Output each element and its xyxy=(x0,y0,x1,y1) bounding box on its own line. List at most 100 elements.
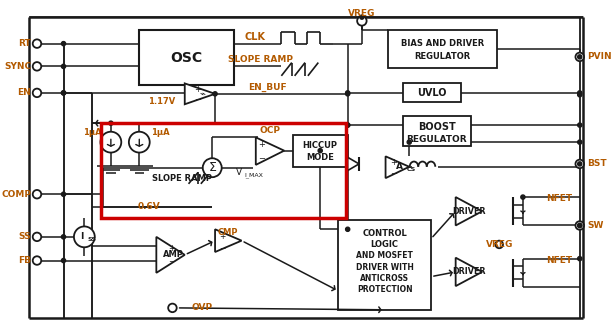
Text: +: + xyxy=(258,141,265,150)
Circle shape xyxy=(360,15,364,19)
Text: RT: RT xyxy=(18,39,31,48)
Circle shape xyxy=(578,123,582,127)
Text: −: − xyxy=(220,244,226,253)
Circle shape xyxy=(578,162,582,166)
Text: VREG: VREG xyxy=(348,9,376,18)
Text: 0.6V: 0.6V xyxy=(137,202,160,211)
Text: DRIVER: DRIVER xyxy=(452,268,486,277)
Circle shape xyxy=(32,232,41,241)
Text: AMP: AMP xyxy=(163,250,184,260)
Text: +: + xyxy=(195,85,201,94)
Circle shape xyxy=(203,158,222,177)
Circle shape xyxy=(61,91,65,95)
Text: REGULATOR: REGULATOR xyxy=(414,52,471,61)
Circle shape xyxy=(496,240,503,248)
Text: DRIVER WITH: DRIVER WITH xyxy=(356,263,414,272)
Text: I_MAX: I_MAX xyxy=(244,172,263,178)
Bar xyxy=(403,116,471,146)
Circle shape xyxy=(346,123,349,127)
Circle shape xyxy=(521,195,525,199)
Text: MODE: MODE xyxy=(306,153,334,162)
Text: OVP: OVP xyxy=(192,303,212,312)
Text: SLOPE RAMP: SLOPE RAMP xyxy=(152,174,212,183)
Text: −: − xyxy=(195,95,201,104)
Circle shape xyxy=(32,190,41,198)
Circle shape xyxy=(32,256,41,265)
Text: LOGIC: LOGIC xyxy=(371,240,398,249)
Text: −: − xyxy=(168,257,175,266)
Circle shape xyxy=(578,91,582,95)
Bar xyxy=(140,30,234,85)
Circle shape xyxy=(32,89,41,97)
Text: SLOPE RAMP: SLOPE RAMP xyxy=(228,55,293,64)
Text: A: A xyxy=(396,162,403,171)
Text: SS: SS xyxy=(19,232,31,241)
Bar xyxy=(293,135,348,167)
Circle shape xyxy=(318,149,323,153)
Text: EN: EN xyxy=(18,89,31,98)
Text: PROTECTION: PROTECTION xyxy=(357,285,412,294)
Text: +: + xyxy=(390,158,397,167)
Circle shape xyxy=(575,160,584,168)
Text: I: I xyxy=(80,232,83,241)
Circle shape xyxy=(357,16,367,26)
Circle shape xyxy=(100,132,121,153)
Circle shape xyxy=(578,257,582,261)
Text: UVLO: UVLO xyxy=(417,88,447,98)
Text: BOOST: BOOST xyxy=(418,122,455,132)
Circle shape xyxy=(74,226,95,247)
Circle shape xyxy=(578,223,582,227)
Text: OSC: OSC xyxy=(171,51,203,65)
Circle shape xyxy=(575,221,584,230)
Text: −: − xyxy=(258,154,265,163)
Circle shape xyxy=(213,92,217,96)
Text: REGULATOR: REGULATOR xyxy=(406,135,467,144)
Circle shape xyxy=(346,227,349,231)
Bar xyxy=(338,220,431,310)
Bar xyxy=(403,84,461,102)
Text: ⌁: ⌁ xyxy=(200,89,206,99)
Polygon shape xyxy=(185,84,215,104)
Text: BIAS AND DRIVER: BIAS AND DRIVER xyxy=(401,39,484,48)
Text: VREG: VREG xyxy=(485,240,513,249)
Circle shape xyxy=(32,62,41,70)
Text: V: V xyxy=(236,168,242,177)
Text: SYNC: SYNC xyxy=(4,62,31,71)
Text: OCP: OCP xyxy=(259,126,280,135)
Text: −: − xyxy=(390,169,397,178)
Circle shape xyxy=(61,192,65,196)
Polygon shape xyxy=(256,137,284,165)
Polygon shape xyxy=(156,237,185,273)
Circle shape xyxy=(578,140,582,144)
Polygon shape xyxy=(215,229,242,252)
Circle shape xyxy=(346,91,349,95)
Bar xyxy=(389,30,498,68)
Text: NFET: NFET xyxy=(547,194,573,203)
Circle shape xyxy=(578,55,582,59)
Circle shape xyxy=(61,259,65,263)
Bar xyxy=(102,123,346,218)
Text: COMP: COMP xyxy=(1,190,31,199)
Text: CONTROL: CONTROL xyxy=(362,228,407,237)
Text: CS: CS xyxy=(406,167,416,172)
Circle shape xyxy=(346,123,349,127)
Circle shape xyxy=(61,91,65,95)
Text: 1.17V: 1.17V xyxy=(148,97,175,106)
Text: AND MOSFET: AND MOSFET xyxy=(356,251,413,260)
Text: HICCUP: HICCUP xyxy=(303,141,338,150)
Text: +: + xyxy=(168,244,175,253)
Circle shape xyxy=(407,140,411,144)
Polygon shape xyxy=(348,157,359,171)
Circle shape xyxy=(61,64,65,68)
Circle shape xyxy=(575,53,584,61)
Text: 1μA: 1μA xyxy=(151,128,170,137)
Text: FB: FB xyxy=(18,256,31,265)
Circle shape xyxy=(346,92,349,96)
Text: BST: BST xyxy=(588,159,607,168)
Circle shape xyxy=(578,93,582,97)
Circle shape xyxy=(578,223,582,227)
Text: 1μA: 1μA xyxy=(83,128,102,137)
Circle shape xyxy=(109,121,113,125)
Text: SS: SS xyxy=(87,237,96,242)
Text: CLK: CLK xyxy=(244,32,266,42)
